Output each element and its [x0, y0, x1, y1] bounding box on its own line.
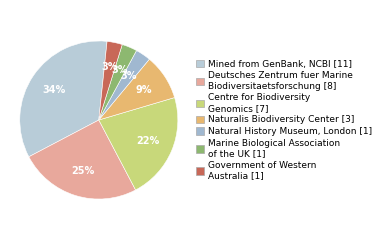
Text: 3%: 3%	[121, 71, 137, 80]
Text: 3%: 3%	[111, 66, 128, 75]
Wedge shape	[29, 120, 136, 199]
Legend: Mined from GenBank, NCBI [11], Deutsches Zentrum fuer Marine
Biodiversitaetsfors: Mined from GenBank, NCBI [11], Deutsches…	[195, 58, 374, 182]
Text: 34%: 34%	[43, 85, 66, 95]
Wedge shape	[99, 59, 174, 120]
Text: 22%: 22%	[137, 136, 160, 146]
Text: 25%: 25%	[71, 166, 95, 176]
Text: 9%: 9%	[135, 85, 152, 96]
Wedge shape	[99, 51, 149, 120]
Wedge shape	[20, 41, 107, 157]
Text: 3%: 3%	[101, 62, 118, 72]
Wedge shape	[99, 97, 178, 190]
Wedge shape	[99, 41, 122, 120]
Wedge shape	[99, 44, 136, 120]
